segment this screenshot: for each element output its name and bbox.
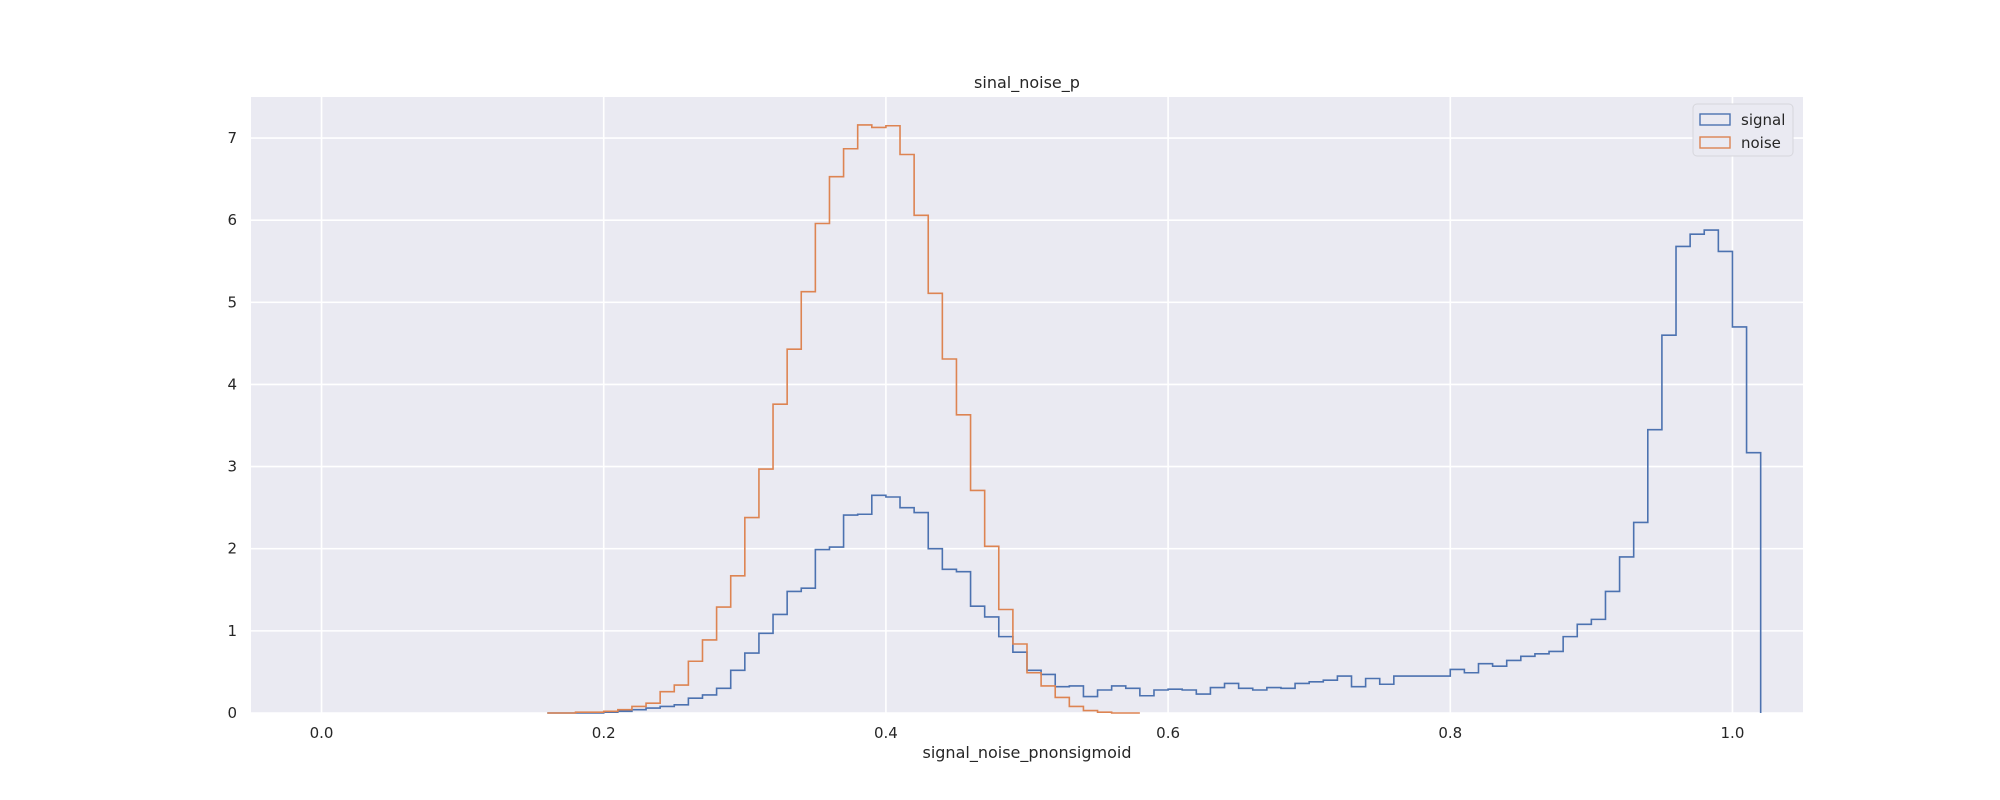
x-tick-label: 0.8 [1438,724,1462,742]
y-tick-label: 0 [227,704,237,722]
y-tick-label: 5 [227,293,237,311]
plot-area: 0.0 0.2 0.4 0.6 0.8 1.0 0 1 2 3 4 5 6 7 [227,97,1803,742]
chart-title: sinal_noise_p [974,73,1080,93]
y-tick-label: 1 [227,622,237,640]
y-tick-label: 4 [227,375,237,393]
x-axis-label: signal_noise_pnonsigmoid [922,743,1131,763]
legend-label-signal: signal [1741,111,1785,129]
y-tick-label: 2 [227,540,237,558]
series-line-signal [547,229,1762,714]
series-line-noise [547,124,1140,714]
x-tick-label: 0.4 [874,724,898,742]
x-tick-label: 0.6 [1156,724,1180,742]
y-tick-label: 7 [227,129,237,147]
legend-swatch-noise [1699,136,1731,149]
legend-label-noise: noise [1741,134,1781,152]
plot-background [251,97,1803,713]
y-tick-label: 3 [227,458,237,476]
x-tick-label: 0.0 [310,724,334,742]
legend-swatch-signal [1699,113,1731,126]
x-tick-label: 0.2 [592,724,616,742]
y-tick-label: 6 [227,211,237,229]
legend: signal noise [1692,103,1794,157]
legend-box [1692,103,1794,157]
x-tick-label: 1.0 [1721,724,1745,742]
